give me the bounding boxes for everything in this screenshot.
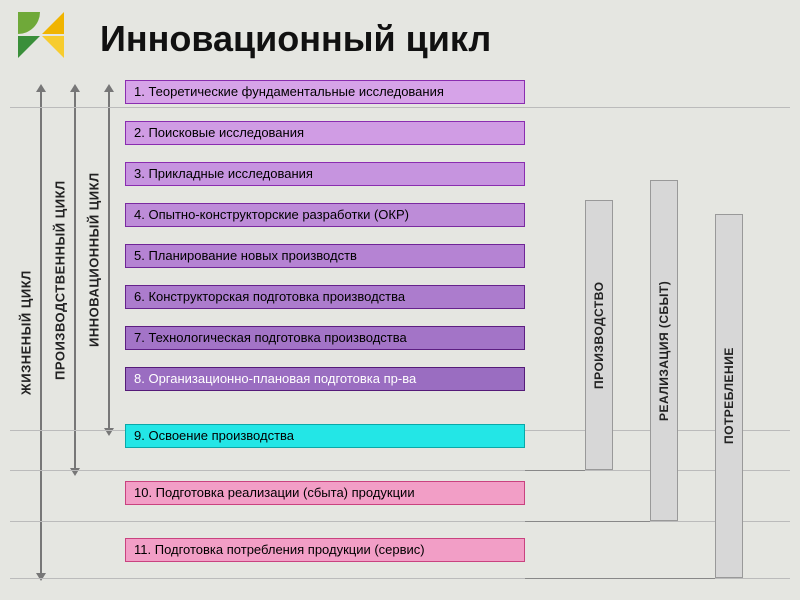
row-gap [125, 105, 525, 121]
stage-5: 5. Планирование новых производств [125, 244, 525, 268]
stage-3: 3. Прикладные исследования [125, 162, 525, 186]
stage-11: 11. Подготовка потребления продукции (се… [125, 538, 525, 562]
stage-6: 6. Конструкторская подготовка производст… [125, 285, 525, 309]
row-gap [125, 449, 525, 465]
row-gap [125, 563, 525, 579]
logo [18, 12, 68, 62]
group-gap [125, 522, 525, 538]
stage-7: 7. Технологическая подготовка производст… [125, 326, 525, 350]
row-gap [125, 506, 525, 522]
connector-2 [525, 578, 715, 579]
stage-10: 10. Подготовка реализации (сбыта) продук… [125, 481, 525, 505]
page-title: Инновационный цикл [100, 18, 491, 60]
left-axis-arrow-1 [74, 90, 76, 470]
stage-8: 8. Организационно-плановая подготовка пр… [125, 367, 525, 391]
row-gap [125, 269, 525, 285]
row-gap [125, 392, 525, 408]
right-box-2: ПОТРЕБЛЕНИЕ [715, 214, 743, 578]
row-gap [125, 146, 525, 162]
logo-bl [18, 36, 40, 58]
stages-list: 1. Теоретические фундаментальные исследо… [125, 80, 525, 579]
group-gap [125, 465, 525, 481]
stage-2: 2. Поисковые исследования [125, 121, 525, 145]
left-axis-label-2: ИННОВАЦИОННЫЙ ЦИКЛ [84, 90, 104, 430]
right-box-1: РЕАЛИЗАЦИЯ (СБЫТ) [650, 180, 678, 521]
logo-br [42, 36, 64, 58]
left-axis-label-1: ПРОИЗВОДСТВЕННЫЙ ЦИКЛ [50, 90, 70, 470]
logo-tl [18, 12, 40, 34]
row-gap [125, 228, 525, 244]
right-box-0: ПРОИЗВОДСТВО [585, 200, 613, 470]
row-gap [125, 187, 525, 203]
row-gap [125, 351, 525, 367]
left-axis-label-0: ЖИЗНЕНЫЙ ЦИКЛ [16, 90, 36, 575]
logo-tr [42, 12, 64, 34]
connector-1 [525, 521, 650, 522]
stage-1: 1. Теоретические фундаментальные исследо… [125, 80, 525, 104]
stage-9: 9. Освоение производства [125, 424, 525, 448]
left-axis-arrow-2 [108, 90, 110, 430]
stage-4: 4. Опытно-конструкторские разработки (ОК… [125, 203, 525, 227]
connector-0 [525, 470, 585, 471]
row-gap [125, 310, 525, 326]
left-axis-arrow-0 [40, 90, 42, 575]
group-gap [125, 408, 525, 424]
